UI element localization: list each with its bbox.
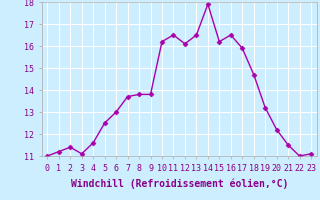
X-axis label: Windchill (Refroidissement éolien,°C): Windchill (Refroidissement éolien,°C)	[70, 178, 288, 189]
